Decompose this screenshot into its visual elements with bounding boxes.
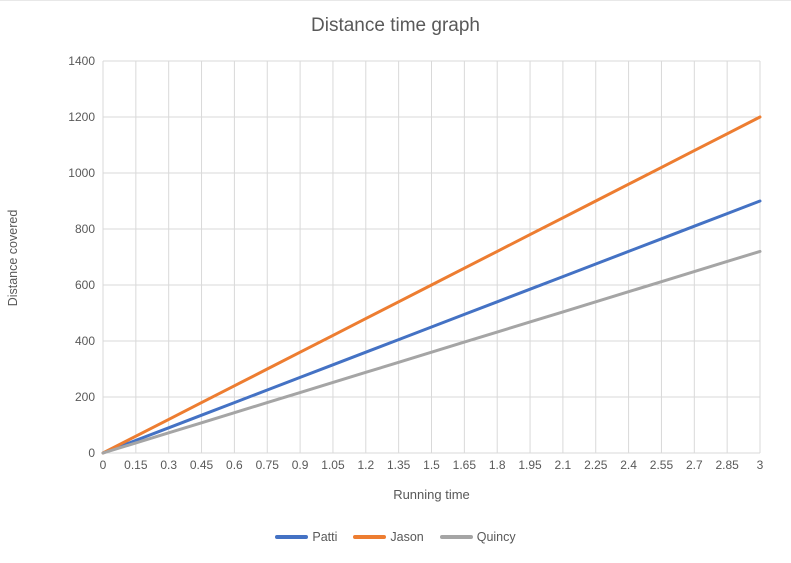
x-tick-label: 1.5 xyxy=(423,458,440,472)
legend-swatch-jason xyxy=(353,535,387,539)
x-tick-label: 1.95 xyxy=(518,458,542,472)
x-tick-label: 1.2 xyxy=(357,458,374,472)
y-tick-label: 1400 xyxy=(68,54,95,68)
x-tick-label: 2.1 xyxy=(555,458,572,472)
x-tick-label: 1.05 xyxy=(321,458,345,472)
x-tick-label: 0.75 xyxy=(256,458,280,472)
x-tick-label: 1.65 xyxy=(453,458,477,472)
series-line-quincy xyxy=(101,249,762,455)
x-tick-label: 0.45 xyxy=(190,458,214,472)
x-tick-label: 0.9 xyxy=(292,458,309,472)
x-axis-title: Running time xyxy=(393,487,470,502)
x-tick-label: 1.35 xyxy=(387,458,411,472)
legend-item-quincy: Quincy xyxy=(439,530,516,544)
legend-swatch-quincy xyxy=(439,535,473,539)
chart-title: Distance time graph xyxy=(311,15,480,36)
x-tick-label: 0.3 xyxy=(160,458,177,472)
series-line-jason xyxy=(101,115,762,455)
legend-label-patti: Patti xyxy=(312,530,338,544)
legend-swatch-patti xyxy=(275,535,309,539)
legend-label-jason: Jason xyxy=(390,530,424,544)
x-tick-label: 1.8 xyxy=(489,458,506,472)
legend: Patti Jason Quincy xyxy=(0,530,791,544)
x-tick-label: 2.85 xyxy=(715,458,739,472)
x-tick-label: 0 xyxy=(100,458,107,472)
x-tick-label: 2.25 xyxy=(584,458,608,472)
x-tick-label: 2.7 xyxy=(686,458,703,472)
legend-item-jason: Jason xyxy=(353,530,424,544)
x-tick-label: 2.4 xyxy=(620,458,637,472)
x-tick-label: 0.15 xyxy=(124,458,148,472)
x-tick-label: 0.6 xyxy=(226,458,243,472)
y-tick-label: 1200 xyxy=(68,110,95,124)
y-tick-label: 800 xyxy=(75,222,95,236)
legend-label-quincy: Quincy xyxy=(476,530,516,544)
y-tick-label: 1000 xyxy=(68,166,95,180)
y-tick-label: 600 xyxy=(75,278,95,292)
y-axis-title: Distance covered xyxy=(6,209,20,307)
x-tick-label: 2.55 xyxy=(650,458,674,472)
y-tick-label: 400 xyxy=(75,334,95,348)
y-tick-label: 200 xyxy=(75,390,95,404)
legend-item-patti: Patti xyxy=(275,530,337,544)
series-line-patti xyxy=(101,199,762,455)
y-tick-label: 0 xyxy=(88,446,95,460)
x-tick-label: 3 xyxy=(757,458,764,472)
